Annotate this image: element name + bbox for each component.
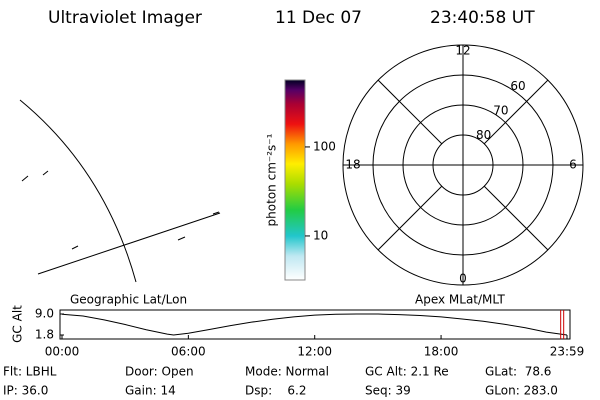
date: 11 Dec 07 [275,8,362,28]
lat-label: 80 [476,128,491,142]
altitude-frame [59,309,571,340]
x-tick-label: 23:59 [550,345,585,359]
mlt-label: 6 [569,158,577,172]
x-tick-label: 00:00 [45,345,80,359]
time: 23:40:58 UT [430,8,535,28]
info-field: GLat: 78.6 [485,365,551,379]
info-field: Seq: 39 [365,384,411,398]
lat-circle [372,74,554,256]
y-tick-label: 9.0 [35,307,54,321]
colorbar [284,79,306,281]
info-field: Mode: Normal [245,365,329,379]
colorbar-label: photon cm⁻²s⁻¹ [265,133,279,226]
info-field: Dsp: 6.2 [245,384,307,398]
image-panel [19,99,221,283]
mlt-label: 12 [455,44,470,58]
colorbar-tick-label: 10 [313,228,328,242]
left-label: Geographic Lat/Lon [70,293,187,307]
lat-label: 60 [510,79,525,93]
lat-circle [432,134,494,196]
x-tick-label: 18:00 [424,345,459,359]
info-field: Door: Open [125,365,194,379]
info-field: IP: 36.0 [3,384,48,398]
lat-label: 70 [493,103,508,117]
polar-outer [342,44,584,286]
mlt-label: 0 [459,272,467,286]
x-tick-label: 12:00 [297,345,332,359]
altitude-line [61,313,568,336]
x-tick-label: 06:00 [171,345,206,359]
y-tick-label: 1.8 [35,328,54,342]
info-field: Flt: LBHL [3,365,57,379]
right-label: Apex MLat/MLT [415,293,505,307]
info-field: Gain: 14 [125,384,176,398]
info-field: GLon: 283.0 [485,384,558,398]
y-label: GC Alt [11,305,25,343]
lat-circle [402,104,524,226]
polar-plot [343,45,583,285]
title: Ultraviolet Imager [48,8,202,28]
mlt-label: 18 [345,158,360,172]
info-field: GC Alt: 2.1 Re [365,365,449,379]
colorbar-tick-label: 100 [313,139,336,153]
